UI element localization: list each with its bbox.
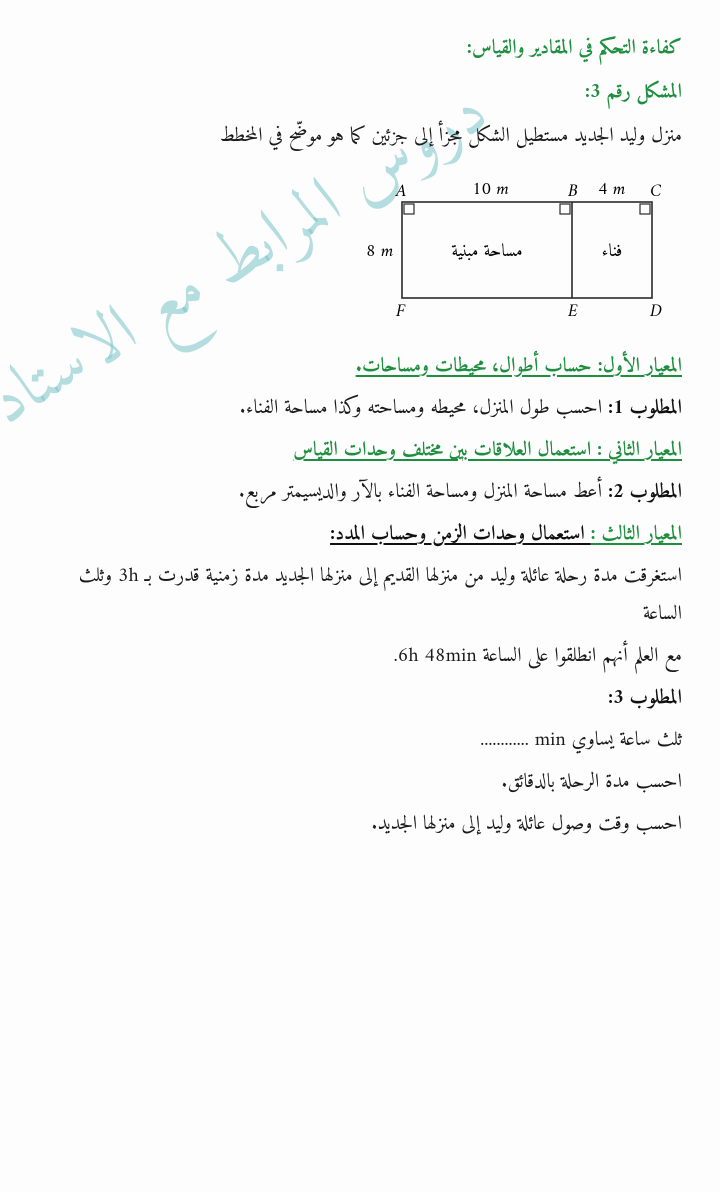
problem-number: المشكل رقم 3:: [38, 74, 682, 112]
yard-label: فناء: [602, 237, 623, 268]
criterion-3-label: المعيار الثالث :: [591, 517, 682, 552]
vertex-F: F: [395, 297, 406, 328]
rectangle-diagram: A B C D E F 10 m 4 m 8 m مساحة مبنية فنا…: [362, 170, 682, 330]
task-2-label: المطلوب 2:: [608, 475, 682, 510]
criterion-1-label: المعيار الأول:: [598, 349, 682, 384]
house-diagram: A B C D E F 10 m 4 m 8 m مساحة مبنية فنا…: [38, 170, 682, 330]
question-1: ثلث ساعة يساوي min ............: [38, 722, 682, 760]
vertex-C: C: [650, 177, 661, 208]
built-area-label: مساحة مبنية: [451, 237, 522, 268]
intro-text: منزل وليد الجديد مستطيل الشكل مجزأ إلى ج…: [38, 118, 682, 156]
criterion-2-text: استعمال العلاقات بين مختلف وحدات القياس: [293, 433, 597, 468]
task-2: المطلوب 2: أعط مساحة المنزل ومساحة الفنا…: [38, 474, 682, 512]
criterion-3-text: استعمال وحدات الزمن وحساب المدد:: [330, 517, 591, 552]
trip-start-line: مع العلم أنهم انطلقوا على الساعة 6h 48mi…: [38, 638, 682, 676]
question-3: احسب وقت وصول عائلة وليد إلى منزلها الجد…: [38, 806, 682, 844]
question-2: احسب مدة الرحلة بالدقائق.: [38, 764, 682, 802]
vertex-B: B: [567, 177, 578, 208]
dim-bc: 4 m: [598, 175, 625, 206]
dim-ab: 10 m: [472, 175, 509, 206]
task-1-label: المطلوب 1:: [608, 391, 682, 426]
task-1: المطلوب 1: احسب طول المنزل، محيطه ومساحت…: [38, 390, 682, 428]
task-2-text: أعط مساحة المنزل ومساحة الفناء بالآر وال…: [239, 475, 608, 510]
task-1-text: احسب طول المنزل، محيطه ومساحته وكذا مساح…: [240, 391, 608, 426]
trip-duration-line: استغرقت مدة رحلة عائلة وليد من منزلها ال…: [38, 558, 682, 634]
criterion-2: المعيار الثاني : استعمال العلاقات بين مخ…: [38, 432, 682, 470]
competency-title: كفاءة التحكم في المقادير والقياس:: [38, 30, 682, 68]
angle-marker: [640, 204, 650, 214]
vertex-A: A: [395, 177, 406, 208]
dim-af: 8 m: [366, 237, 393, 268]
vertex-D: D: [649, 297, 662, 328]
document-content: كفاءة التحكم في المقادير والقياس: المشكل…: [38, 30, 682, 844]
vertex-E: E: [567, 297, 578, 328]
criterion-1: المعيار الأول: حساب أطوال، محيطات ومساحا…: [38, 348, 682, 386]
criterion-2-label: المعيار الثاني :: [597, 433, 682, 468]
criterion-1-text: حساب أطوال، محيطات ومساحات.: [356, 349, 598, 384]
task-3-label: المطلوب 3:: [38, 680, 682, 718]
criterion-3: المعيار الثالث : استعمال وحدات الزمن وحس…: [38, 516, 682, 554]
